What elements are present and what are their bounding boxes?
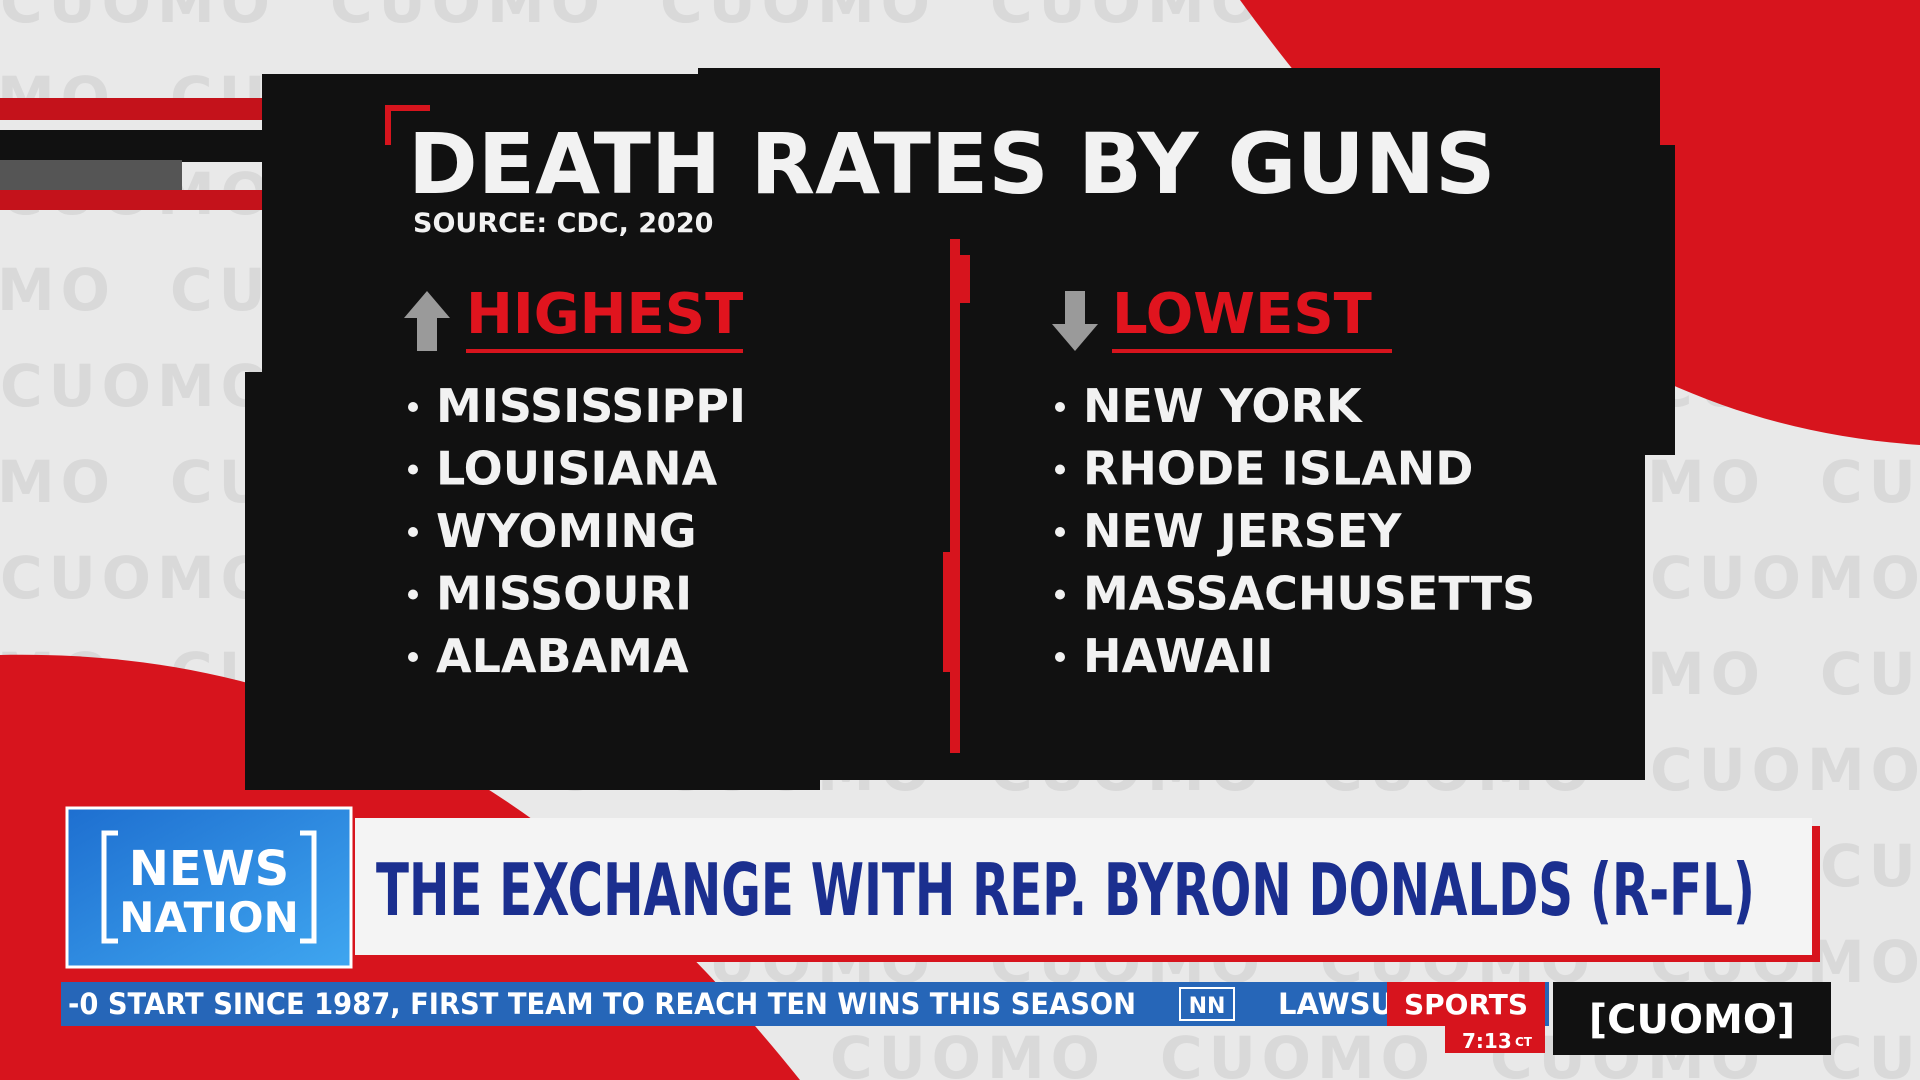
bullet [408,402,418,412]
logo-text: NEWS [129,841,289,897]
bullet [1055,464,1065,475]
watermark-text: CUOMO [0,448,116,516]
bullet [408,589,418,600]
watermark-text: CUOMO [0,544,276,612]
list-item: WYOMING [436,504,697,558]
list-item: MISSISSIPPI [436,379,746,433]
corner-mark [385,105,430,145]
graphic-source: SOURCE: CDC, 2020 [413,208,713,239]
section-box [1387,982,1545,1026]
bullet [408,464,418,475]
watermark-text: CUOMO [1650,544,1920,612]
down-arrow [1052,291,1098,351]
watermark-text: CUOMO [990,0,1266,36]
list-item: NEW YORK [1083,379,1364,433]
watermark-text: CUOMO [0,0,276,36]
watermark-text: CUOMO [1820,448,1920,516]
time: 7:13 [1462,1029,1512,1053]
stripe [0,98,262,120]
divider [958,255,970,303]
list-item: NEW JERSEY [1083,504,1402,558]
list-item: HAWAII [1083,629,1274,683]
stripe [0,130,262,162]
headline-bar [355,818,1812,955]
watermark-text: CUOMO [1820,640,1920,708]
bullet [408,527,418,537]
bullet [408,652,418,662]
watermark-text: CUOMO [1820,832,1920,900]
headline: THE EXCHANGE WITH REP. BYRON DONALDS (R-… [376,848,1755,932]
list-item: ALABAMA [436,629,689,683]
underline [466,349,743,353]
list-item: MASSACHUSETTS [1083,567,1535,621]
bullet [1055,589,1065,600]
watermark-text: CUOMO [0,352,276,420]
watermark-text: CUOMO [660,0,936,36]
divider [943,552,953,672]
up-arrow [404,291,450,351]
highest-heading: HIGHEST [466,282,743,347]
ticker-network: NN [1189,994,1226,1019]
watermark-text: CUOMO [330,0,606,36]
ticker-text: -0 START SINCE 1987, FIRST TEAM TO REACH… [68,987,1136,1021]
watermark-text: CUOMO [0,256,116,324]
divider [950,239,960,753]
list-item: RHODE ISLAND [1083,442,1473,496]
list-item: LOUISIANA [436,442,718,496]
watermark-text: CUOMO [1820,1024,1920,1080]
stripe [0,160,182,190]
ticker-bar [61,982,1549,1026]
bullet [1055,527,1065,537]
nn-box [1179,987,1235,1021]
watermark-text: CUOMO [1650,736,1920,804]
graphic-title: DEATH RATES BY GUNS [408,115,1496,213]
time-box [1445,1026,1545,1053]
ticker-section: SPORTS [1404,988,1528,1021]
show-box [1553,982,1831,1055]
bullet [1055,402,1065,412]
underline [1112,349,1392,353]
show-name: [CUOMO] [1589,997,1795,1043]
watermark-text: CUOMO [1160,1024,1436,1080]
bullet [1055,652,1065,662]
lists: MISSISSIPPI LOUISIANA WYOMING MISSOURI ALABA… [408,379,1535,683]
ticker-next: LAWSU [1278,987,1394,1021]
stripe [0,190,262,210]
list-item: MISSOURI [436,567,692,621]
watermark-text: CUOMO [830,1024,1106,1080]
time-zone: CT [1515,1035,1533,1049]
lowest-heading: LOWEST [1112,282,1372,347]
logo-text: NATION [119,893,299,942]
logo-brackets [101,830,317,944]
